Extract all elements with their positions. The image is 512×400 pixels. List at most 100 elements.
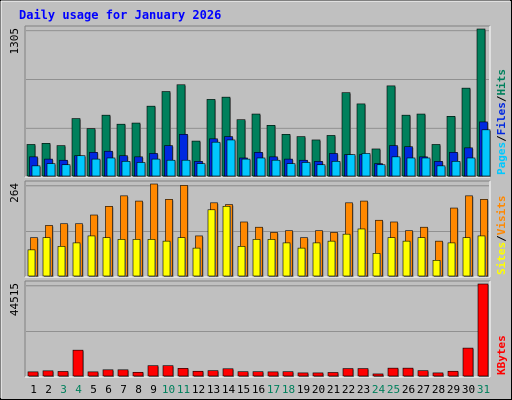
bar-sites-20 [312,242,321,277]
bar-sites-14 [222,206,231,277]
bar-sites-31 [477,235,486,277]
x-tick-label: 27 [417,383,430,396]
x-tick-label: 13 [207,383,220,396]
bar-kbytes-16 [252,371,264,377]
bar-sites-7 [117,239,126,277]
bar-sites-30 [462,237,471,277]
bar-sites-10 [162,240,171,277]
bar-kbytes-10 [162,365,174,377]
x-tick-label: 23 [357,383,370,396]
legend-entry: Pages [495,142,508,175]
bar-pages-23 [361,153,371,177]
bar-pages-17 [271,159,281,177]
legend-entry: Hits [495,69,508,96]
bar-pages-5 [91,158,101,177]
bar-kbytes-21 [327,372,339,377]
bar-sites-1 [27,249,36,277]
bar-pages-14 [226,139,236,177]
bar-kbytes-17 [267,371,279,377]
legend-entry: / [495,235,508,242]
bar-pages-16 [256,157,266,177]
y-max-label-hits: 1305 [8,28,21,55]
bar-sites-2 [42,237,51,277]
bar-kbytes-20 [312,372,324,377]
legend-entry: Sites [495,242,508,275]
bar-kbytes-6 [102,369,114,377]
x-tick-label: 4 [75,383,82,396]
bar-sites-19 [297,247,306,277]
chart-title: Daily usage for January 2026 [19,8,221,22]
bar-kbytes-3 [57,371,69,377]
x-tick-label: 14 [222,383,236,396]
bar-sites-27 [417,237,426,277]
bar-pages-1 [31,165,41,177]
bar-pages-3 [61,164,71,177]
bar-pages-10 [166,159,176,177]
plot-area-kbytes [25,281,490,377]
panel-kbytes: 44515 KBytes [8,280,508,378]
bar-sites-9 [147,239,156,277]
bar-pages-2 [46,163,56,177]
panel-visits-sites: 264 Sites/Visits [8,180,508,278]
bar-kbytes-30 [462,347,474,377]
bar-sites-22 [342,233,351,277]
bar-pages-4 [76,155,86,177]
legend-entry: / [495,135,508,142]
x-tick-label: 10 [162,383,175,396]
bar-kbytes-26 [402,367,414,377]
bar-sites-18 [282,242,291,277]
bar-sites-4 [72,242,81,277]
bar-pages-11 [181,159,191,177]
x-tick-label: 21 [327,383,340,396]
legend-entry: Visits [495,196,508,236]
bar-pages-19 [301,162,311,177]
bar-pages-8 [136,162,146,177]
x-tick-label: 5 [90,383,97,396]
bar-pages-7 [121,161,131,177]
bar-pages-12 [196,163,206,177]
x-tick-label: 16 [252,383,265,396]
bar-kbytes-28 [432,372,444,377]
bar-pages-20 [316,164,326,177]
bar-pages-26 [406,157,416,177]
bar-kbytes-11 [177,368,189,377]
bar-pages-30 [466,157,476,177]
x-tick-label: 18 [282,383,295,396]
bar-pages-9 [151,158,161,177]
bar-pages-31 [481,129,491,177]
x-tick-label: 19 [297,383,310,396]
bar-sites-26 [402,240,411,277]
bar-kbytes-12 [192,370,204,377]
y-max-label-visits: 264 [8,183,21,203]
bar-pages-13 [211,141,221,177]
bar-kbytes-31 [477,283,489,377]
bar-kbytes-27 [417,370,429,377]
bar-pages-22 [346,154,356,177]
bar-sites-8 [132,239,141,277]
bar-kbytes-9 [147,365,159,377]
bar-kbytes-24 [372,373,384,377]
legend-hits: Pages/Files/Hits [495,69,508,175]
bar-sites-28 [432,260,441,277]
x-tick-label: 2 [45,383,52,396]
bar-kbytes-19 [297,372,309,377]
bar-sites-25 [387,237,396,277]
x-axis-day-labels: 1 2 3 4 5 6 7 8 9 10 11 12 13 14 15 16 17 18 19 20 21 22 23 24 2… [30,383,490,396]
bar-sites-12 [192,247,201,277]
x-tick-label: 11 [177,383,190,396]
bar-pages-27 [421,157,431,177]
bar-pages-28 [436,165,446,177]
x-tick-label: 8 [135,383,142,396]
x-tick-label: 25 [387,383,400,396]
x-tick-label: 9 [150,383,157,396]
bar-sites-3 [57,246,66,277]
x-tick-label: 28 [432,383,445,396]
bar-sites-11 [177,237,186,277]
bar-pages-18 [286,163,296,177]
x-tick-label: 31 [477,383,490,396]
bar-kbytes-8 [132,371,144,377]
bar-kbytes-7 [117,369,129,377]
bar-kbytes-23 [357,368,369,377]
bar-sites-13 [207,209,216,277]
bar-pages-15 [241,158,251,177]
